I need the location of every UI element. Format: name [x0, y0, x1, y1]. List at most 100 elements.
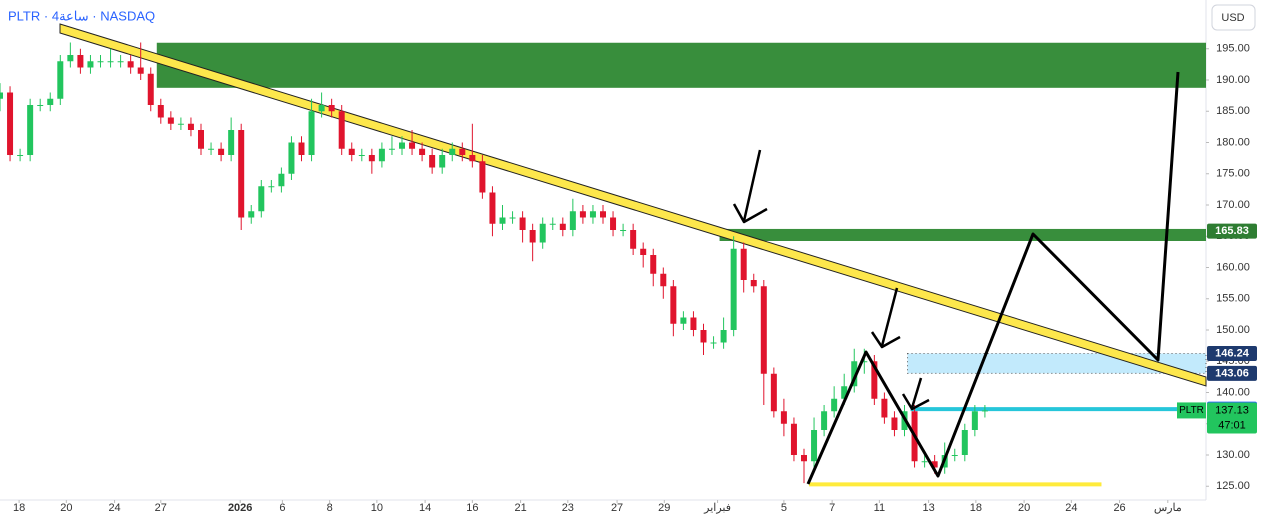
- y-tick-label: 195.00: [1216, 43, 1250, 55]
- candle-body: [87, 61, 94, 68]
- y-tick-label: 180.00: [1216, 136, 1250, 148]
- candle-body: [77, 55, 84, 68]
- candle-body: [579, 211, 586, 218]
- arrow: [742, 149, 762, 222]
- candle-body: [549, 223, 556, 225]
- price-tag: [1207, 346, 1257, 361]
- arrow-head: [732, 203, 768, 224]
- y-tick-label: 190.00: [1216, 74, 1250, 86]
- candle-body: [529, 230, 536, 243]
- drawings: [732, 71, 1180, 485]
- candle-body: [177, 123, 184, 125]
- x-tick-label: 21: [514, 502, 526, 514]
- y-tick-label: 130.00: [1216, 449, 1250, 461]
- candle-body: [921, 461, 928, 463]
- x-tick-label: 8: [327, 502, 333, 514]
- candle-body: [951, 455, 958, 456]
- symbol-tag: [1177, 402, 1206, 419]
- arrow: [880, 287, 899, 347]
- candle-body: [409, 142, 416, 149]
- projection-path: [806, 71, 1180, 485]
- candle-body: [821, 411, 828, 430]
- candle-body: [459, 148, 466, 155]
- candle-body: [358, 155, 365, 156]
- x-tick-label: 18: [970, 502, 982, 514]
- candle-body: [710, 342, 717, 344]
- candle-body: [600, 211, 606, 218]
- candle-body: [218, 148, 225, 155]
- candle-body: [187, 123, 194, 130]
- last-price-label: 137.13: [1215, 404, 1249, 416]
- candle-body: [238, 130, 245, 218]
- candle-body: [47, 98, 54, 105]
- candle-body: [208, 148, 215, 150]
- axes: 125.00130.00135.00140.00145.00150.00155.…: [13, 43, 1257, 514]
- candle-body: [308, 111, 315, 155]
- candle-body: [419, 148, 426, 155]
- candle-body: [97, 61, 104, 63]
- arrow-head: [901, 393, 930, 411]
- x-tick-label: 20: [60, 502, 72, 514]
- candle-body: [720, 330, 727, 343]
- x-tick-label: فبراير: [703, 502, 731, 514]
- candle-body: [841, 386, 848, 399]
- x-tick-label: 18: [13, 502, 25, 514]
- candle-body: [278, 173, 285, 187]
- symbol-tag-label: PLTR: [1179, 405, 1204, 416]
- x-tick-label: 29: [658, 502, 670, 514]
- candle-body: [499, 217, 506, 224]
- arrow-head: [870, 331, 901, 349]
- candle-body: [650, 255, 657, 274]
- x-tick-label: 26: [1113, 502, 1125, 514]
- price-tag: [1207, 365, 1257, 381]
- candle-body: [881, 398, 888, 418]
- y-tick-label: 150.00: [1216, 324, 1250, 336]
- x-tick-label: 16: [466, 502, 478, 514]
- candle-body: [610, 217, 617, 230]
- candle-body: [7, 92, 14, 155]
- candle-body: [449, 148, 456, 155]
- candle-body: [760, 286, 767, 374]
- candle-body: [851, 361, 858, 387]
- countdown-label: 47:01: [1218, 419, 1246, 431]
- candle-body: [258, 186, 265, 212]
- x-tick-label: 27: [155, 502, 167, 514]
- candle-body: [861, 361, 868, 363]
- x-tick-label: 10: [371, 502, 383, 514]
- candle-body: [368, 155, 375, 162]
- candle-body: [198, 130, 204, 149]
- candle-body: [780, 411, 787, 424]
- arrow: [910, 377, 923, 409]
- candle-body: [17, 155, 24, 156]
- currency-button[interactable]: [1211, 4, 1256, 31]
- zone: [719, 228, 1206, 241]
- x-tick-label: 13: [922, 502, 934, 514]
- x-tick-label: 11: [874, 502, 885, 514]
- x-tick-label: 14: [419, 502, 431, 514]
- candle-body: [117, 61, 124, 63]
- x-tick-label: 23: [562, 502, 574, 514]
- candle-body: [931, 461, 938, 468]
- x-tick-label: 24: [1065, 502, 1077, 514]
- candle-body: [399, 142, 405, 149]
- candle-body: [871, 361, 878, 399]
- chart-title: PLTR · 4ساعة · NASDAQ: [8, 8, 155, 23]
- candle-body: [559, 223, 566, 230]
- y-tick-label: 125.00: [1216, 480, 1250, 492]
- last-price-tag: [1207, 402, 1257, 434]
- candle-body: [539, 223, 546, 243]
- candle-body: [298, 142, 305, 155]
- price-tag-label: 143.06: [1215, 367, 1249, 379]
- candle-body: [147, 73, 154, 105]
- candle-body: [509, 217, 516, 219]
- currency-label[interactable]: USD: [1221, 12, 1244, 24]
- x-tick-label: 2026: [228, 502, 252, 514]
- candle-body: [770, 373, 777, 412]
- x-tick-label: 27: [611, 502, 623, 514]
- candle-body: [489, 192, 496, 224]
- candle-body: [670, 286, 677, 324]
- candle-body: [469, 155, 476, 162]
- candle-body: [620, 230, 627, 231]
- candle-body: [378, 148, 385, 162]
- candle-body: [660, 273, 667, 287]
